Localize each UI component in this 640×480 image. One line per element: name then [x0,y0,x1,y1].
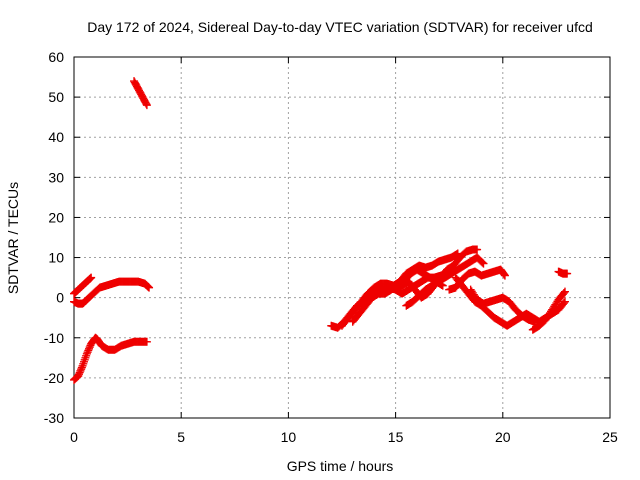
data-point [473,245,482,254]
plot-frame [73,56,611,419]
data-point [560,297,569,306]
x-tick-label: 10 [281,429,297,445]
chart-title: Day 172 of 2024, Sidereal Day-to-day VTE… [87,19,593,35]
series-arc-9 [402,253,488,310]
x-tick-label: 20 [495,429,511,445]
y-tick-label: 60 [48,49,64,65]
data-point [560,287,569,296]
y-tick-label: 30 [48,169,64,185]
series-arc-14 [554,267,572,278]
data-point [500,270,509,279]
x-axis-label: GPS time / hours [287,458,394,474]
data-points [70,77,572,384]
y-tick-label: 10 [48,250,64,266]
axis-ticks: 0 5 10 15 20 25 -30 -20 -10 0 10 20 30 40 50 60 [44,49,618,445]
data-point [77,363,86,372]
data-point [530,317,539,326]
series-arc-3 [70,273,96,298]
data-point [559,299,568,308]
x-tick-label: 5 [177,429,185,445]
data-point [479,259,488,268]
series-arc-13 [528,287,569,334]
y-tick-label: -30 [44,410,64,426]
data-point [87,273,96,282]
data-point [142,101,151,110]
x-tick-label: 0 [70,429,78,445]
data-point [500,271,509,280]
data-point [142,99,151,108]
series-arc-4 [130,77,151,110]
x-tick-label: 15 [388,429,404,445]
grid-lines [74,57,610,418]
y-tick-label: 20 [48,209,64,225]
data-point [559,288,568,297]
data-point [438,281,447,290]
data-point [145,283,154,292]
series-arc-1 [70,333,151,384]
y-tick-label: 50 [48,89,64,105]
y-tick-label: -20 [44,370,64,386]
data-point [478,258,487,267]
y-tick-label: 0 [56,290,64,306]
data-point [142,337,151,346]
y-tick-label: -10 [44,330,64,346]
series-arc-2 [70,277,154,308]
data-point [563,269,572,278]
y-tick-label: 40 [48,129,64,145]
x-tick-label: 25 [602,429,618,445]
series-arc-12 [466,285,539,326]
y-axis-label: SDTVAR / TECUs [5,182,21,294]
